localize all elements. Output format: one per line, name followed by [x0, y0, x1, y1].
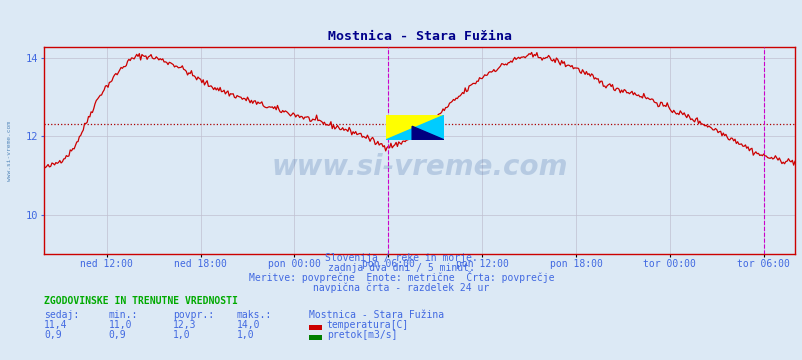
Text: www.si-vreme.com: www.si-vreme.com — [271, 153, 567, 181]
Text: Mostnica - Stara Fužina: Mostnica - Stara Fužina — [309, 310, 444, 320]
Text: 0,9: 0,9 — [44, 330, 62, 340]
Title: Mostnica - Stara Fužina: Mostnica - Stara Fužina — [327, 30, 511, 43]
Text: zadnja dva dni / 5 minut.: zadnja dva dni / 5 minut. — [328, 263, 474, 273]
Text: sedaj:: sedaj: — [44, 310, 79, 320]
Text: navpična črta - razdelek 24 ur: navpična črta - razdelek 24 ur — [313, 282, 489, 293]
Text: temperatura[C]: temperatura[C] — [326, 320, 408, 330]
Text: 12,3: 12,3 — [172, 320, 196, 330]
Polygon shape — [385, 115, 444, 140]
Text: www.si-vreme.com: www.si-vreme.com — [7, 121, 12, 181]
Text: Slovenija / reke in morje.: Slovenija / reke in morje. — [325, 253, 477, 263]
Polygon shape — [385, 115, 444, 140]
Polygon shape — [411, 126, 444, 140]
Text: 11,4: 11,4 — [44, 320, 67, 330]
Text: 0,9: 0,9 — [108, 330, 126, 340]
Text: 11,0: 11,0 — [108, 320, 132, 330]
Text: 14,0: 14,0 — [237, 320, 260, 330]
Text: Meritve: povprečne  Enote: metrične  Črta: povprečje: Meritve: povprečne Enote: metrične Črta:… — [249, 271, 553, 283]
Text: 1,0: 1,0 — [237, 330, 254, 340]
Text: ZGODOVINSKE IN TRENUTNE VREDNOSTI: ZGODOVINSKE IN TRENUTNE VREDNOSTI — [44, 296, 237, 306]
Text: povpr.:: povpr.: — [172, 310, 213, 320]
Text: 1,0: 1,0 — [172, 330, 190, 340]
Text: maks.:: maks.: — [237, 310, 272, 320]
Text: min.:: min.: — [108, 310, 138, 320]
Text: pretok[m3/s]: pretok[m3/s] — [326, 330, 397, 340]
